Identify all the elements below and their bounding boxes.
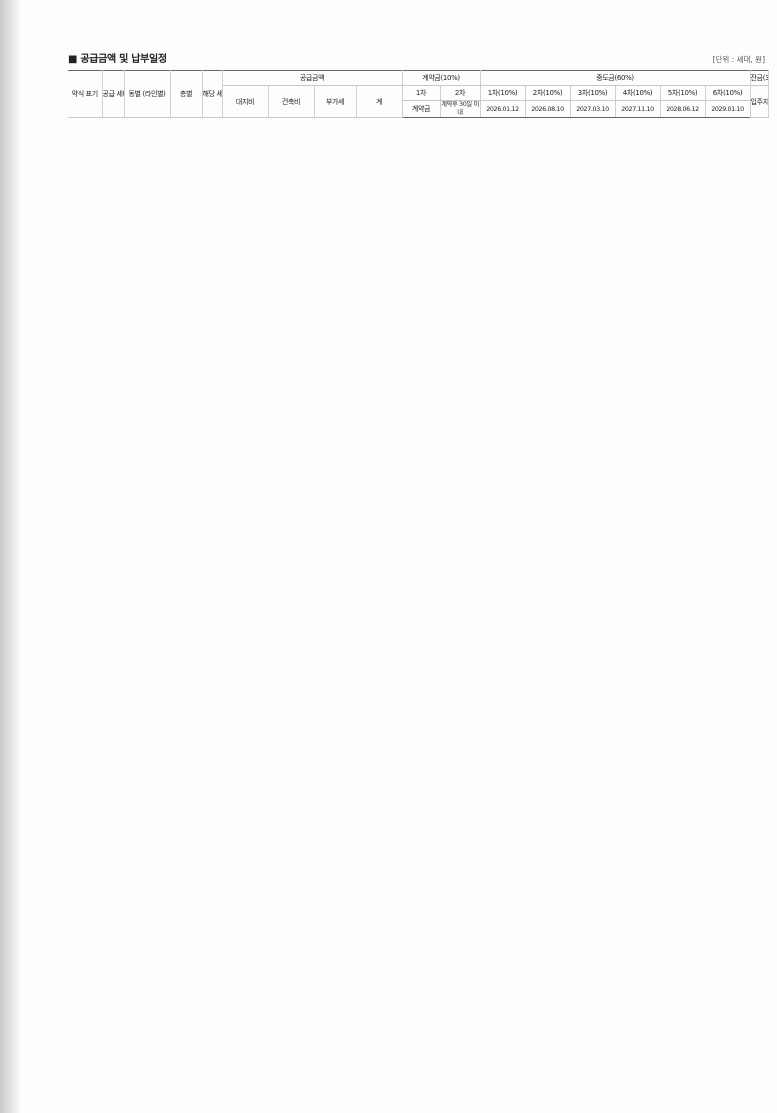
col-supply: 공급 세대수 xyxy=(102,70,125,118)
col-c2: 2차 xyxy=(440,85,481,101)
col-floor: 층별 xyxy=(170,70,203,118)
col-m4: 4차(10%) xyxy=(615,85,661,101)
section-title: ■ 공급금액 및 납부일정 xyxy=(68,54,167,65)
col-m3-date: 2027.03.10 xyxy=(570,100,616,118)
col-m6: 6차(10%) xyxy=(705,85,751,101)
col-dong: 동별 (라인별) xyxy=(124,70,171,118)
col-total: 계 xyxy=(356,85,403,118)
col-balance-group: 잔금(30%) xyxy=(750,70,769,86)
col-m4-date: 2027.11.10 xyxy=(615,100,661,118)
col-build: 건축비 xyxy=(268,85,315,118)
col-c1-sub: 계약금 xyxy=(402,100,441,118)
col-c1: 1차 xyxy=(402,85,441,101)
col-units: 해당 세대수 xyxy=(202,70,223,118)
col-m6-date: 2029.01.10 xyxy=(705,100,751,118)
col-m1: 1차(10%) xyxy=(480,85,526,101)
col-m1-date: 2026.01.12 xyxy=(480,100,526,118)
col-vat: 부가세 xyxy=(314,85,357,118)
col-price-group: 공급금액 xyxy=(222,70,403,86)
page-binding-shadow xyxy=(0,0,20,1113)
col-m5: 5차(10%) xyxy=(660,85,706,101)
col-m5-date: 2028.06.12 xyxy=(660,100,706,118)
col-balance-sub: 입주지정일 xyxy=(750,85,769,118)
col-contract-group: 계약금(10%) xyxy=(402,70,481,86)
col-c2-sub: 계약후 30일 이내 xyxy=(440,100,481,118)
col-m2-date: 2026.08.10 xyxy=(525,100,571,118)
col-m2: 2차(10%) xyxy=(525,85,571,101)
col-middle-group: 중도금(60%) xyxy=(480,70,751,86)
col-land: 대지비 xyxy=(222,85,269,118)
price-schedule-table: 약식 표기 공급 세대수 동별 (라인별) 층별 해당 세대수 공급금액 계약금… xyxy=(68,70,769,118)
unit-label: [단위 : 세대, 원] xyxy=(712,55,765,64)
col-m3: 3차(10%) xyxy=(570,85,616,101)
col-type: 약식 표기 xyxy=(68,70,103,118)
